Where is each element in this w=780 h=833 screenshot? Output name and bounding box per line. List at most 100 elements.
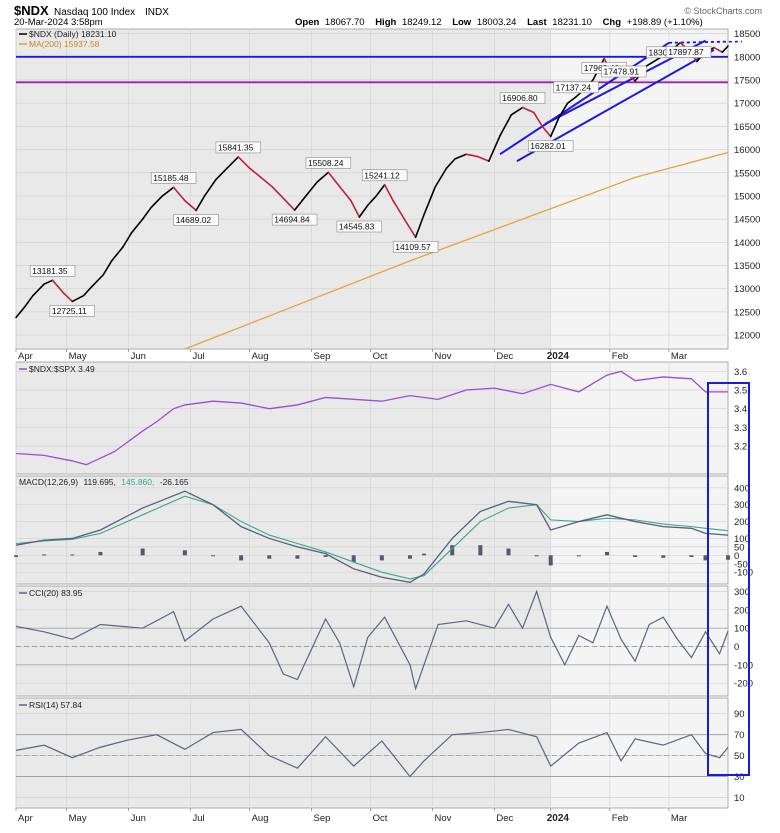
macd-tick-label: 50 xyxy=(734,542,745,553)
x-tick-label: Jul xyxy=(192,351,204,362)
ohlc-line: Open 18067.70 High 18249.12 Low 18003.24… xyxy=(295,17,703,28)
open-value: 18067.70 xyxy=(325,17,365,28)
price-segment xyxy=(195,195,206,212)
price-label-box xyxy=(271,213,318,226)
macd-histogram-bar xyxy=(703,555,708,561)
price-label-box xyxy=(305,157,352,169)
macd-line xyxy=(15,490,729,583)
price-label-box xyxy=(215,141,262,154)
macd-tick-label: 300 xyxy=(734,500,750,511)
price-segment xyxy=(293,195,307,211)
price-label: 17897.87 xyxy=(668,47,704,57)
price-label-box xyxy=(361,169,408,182)
price-label-box xyxy=(601,65,647,78)
price-segment xyxy=(282,197,296,211)
price-label-box xyxy=(553,81,599,94)
price-tick-label: 16000 xyxy=(734,145,760,156)
price-segment xyxy=(32,283,45,297)
macd-recent-bg xyxy=(550,476,728,584)
macd-histogram-bar xyxy=(98,551,103,556)
x-tick-label: Feb xyxy=(612,351,628,362)
macd-histogram-bar xyxy=(351,555,356,563)
macd-histogram-bar xyxy=(450,545,455,556)
price-label-box xyxy=(29,264,76,277)
macd-histogram-bar xyxy=(422,553,427,556)
rsi-layer xyxy=(15,728,729,778)
macd-histogram-bar xyxy=(548,555,553,566)
x-tick-label: Nov xyxy=(435,351,452,362)
price-segment xyxy=(248,167,262,179)
price-segment xyxy=(150,195,164,209)
ma200-layer xyxy=(184,151,729,350)
price-segment xyxy=(445,158,456,169)
price-segment xyxy=(713,46,724,53)
cci-tick-label: -100 xyxy=(734,660,753,671)
price-segment xyxy=(350,199,361,218)
x-tick-label: Jul xyxy=(192,813,204,824)
price-label-box xyxy=(528,140,574,152)
chg-value: +198.89 (+1.10%) xyxy=(627,17,703,28)
price-segment xyxy=(566,96,577,105)
panels xyxy=(15,28,729,809)
ratio-legend: $NDX:$SPX 3.49 xyxy=(19,364,95,374)
price-segment xyxy=(260,176,273,188)
x-tick-label: Dec xyxy=(496,351,513,362)
price-segment xyxy=(43,279,54,285)
macd-tick-label: -50 xyxy=(734,559,748,570)
macd-histogram-bar xyxy=(661,555,666,558)
macd-tick-label: 200 xyxy=(734,517,750,528)
macd-histogram-bar xyxy=(726,555,730,560)
macd-tick-label: 0 xyxy=(734,551,739,562)
price-segment xyxy=(366,195,378,207)
macd-tick-label: -100 xyxy=(734,568,753,579)
ratio-legend-text: $NDX:$SPX 3.49 xyxy=(29,364,95,374)
price-segment xyxy=(721,45,729,53)
price-segment xyxy=(414,213,425,239)
price-label: 14109.57 xyxy=(395,242,431,252)
price-segment xyxy=(316,171,330,183)
y-tick-labels: 12000 12500 13000 13500 14000 14500 15000 15500… xyxy=(734,29,760,804)
price-segment xyxy=(91,273,105,288)
last-label: Last xyxy=(527,17,547,28)
ratio-layer xyxy=(15,370,728,466)
price-segment xyxy=(130,218,144,234)
x-tick-label: Apr xyxy=(18,351,33,362)
price-tick-label: 12500 xyxy=(734,307,760,318)
x-tick-label: May xyxy=(69,813,87,824)
price-label: 17478.91 xyxy=(603,66,639,76)
macd-histogram-bar xyxy=(239,555,244,561)
price-tick-label: 15000 xyxy=(734,191,760,202)
x-tick-label: Sep xyxy=(313,351,330,362)
rsi-tick-label: 30 xyxy=(734,772,745,783)
symbol-title: $NDX xyxy=(14,3,49,18)
price-tick-label: 15500 xyxy=(734,168,760,179)
x-tick-label: Oct xyxy=(373,351,388,362)
macd-tick-label: 100 xyxy=(734,534,750,545)
price-segment xyxy=(423,185,437,216)
cci-tick-label: -200 xyxy=(734,679,753,690)
price-label: 14689.02 xyxy=(176,215,212,225)
macd-legend-v2: 145.860, xyxy=(121,477,154,487)
rsi-tick-label: 90 xyxy=(734,709,745,720)
ratio-tick-label: 3.6 xyxy=(734,367,747,378)
price-tick-label: 13500 xyxy=(734,261,760,272)
price-label: 13181.35 xyxy=(32,266,68,276)
low-value: 18003.24 xyxy=(477,17,517,28)
rsi-tick-label: 50 xyxy=(734,751,745,762)
price-label: 15185.48 xyxy=(153,173,189,183)
open-label: Open xyxy=(295,17,319,28)
price-tick-label: 18500 xyxy=(734,29,760,40)
price-segment xyxy=(358,204,369,218)
price-label: 12725.11 xyxy=(52,306,87,316)
macd-legend-v1: 119.695, xyxy=(83,477,115,487)
macd-histogram-bar xyxy=(407,555,412,559)
price-legend: $NDX (Daily) 18231.10 MA(200) 15937.58 xyxy=(19,29,117,49)
cci-legend-text: CCI(20) 83.95 xyxy=(29,588,83,598)
macd-layer xyxy=(14,490,730,583)
price-segment xyxy=(510,106,524,116)
macd-legend: MACD(12,26,9) 119.695, 145.860, -26.165 xyxy=(19,477,189,487)
cci-legend: CCI(20) 83.95 xyxy=(19,588,83,598)
x-tick-labels: Apr May Jun Jul Aug Sep Oct Nov Dec 2024 Feb Mar Apr… xyxy=(15,349,687,824)
macd-histogram-bar xyxy=(140,548,145,556)
price-label: 17137.24 xyxy=(556,82,592,92)
